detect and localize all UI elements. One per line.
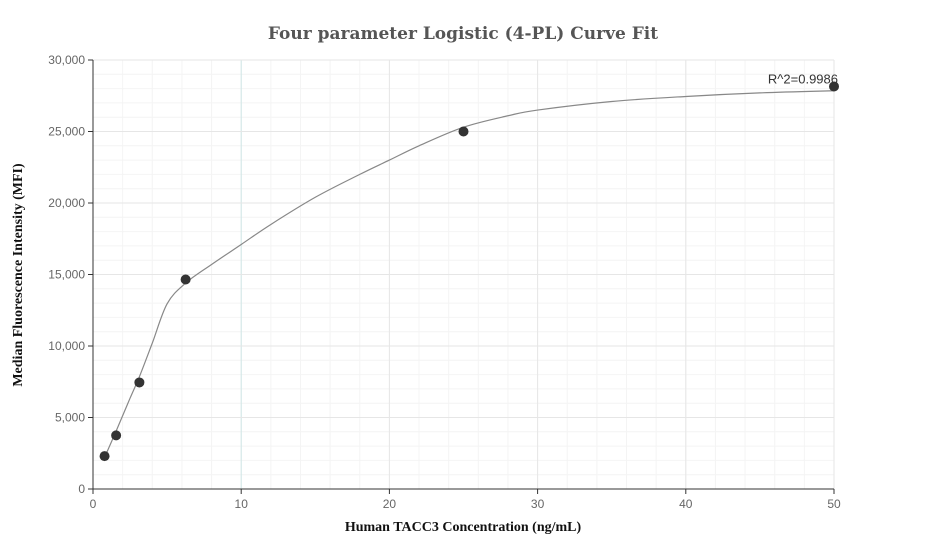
y-axis-label: Median Fluorescence Intensity (MFI) [11,163,26,387]
data-point [99,451,110,462]
major-gridlines [92,59,835,490]
y-tick-label: 30,000 [48,53,85,67]
chart-title: Four parameter Logistic (4-PL) Curve Fit [268,24,658,44]
y-tick-label: 20,000 [48,196,85,210]
y-tick-label: 5,000 [55,411,85,425]
tick-labels: 0 10 20 30 40 50 0 5,000 10,000 15,000 20,000 25,00… [48,53,841,511]
data-point [111,430,122,441]
data-point [134,377,145,388]
x-tick-label: 30 [531,497,545,511]
data-point [458,126,469,137]
y-tick-label: 25,000 [48,125,85,139]
x-axis-label: Human TACC3 Concentration (ng/mL) [345,520,582,535]
x-tick-label: 10 [235,497,249,511]
x-tick-label: 20 [383,497,397,511]
x-tick-label: 0 [90,497,97,511]
data-point [829,81,839,92]
data-points [99,81,839,462]
x-tick-label: 40 [679,497,693,511]
data-point [180,274,191,285]
fit-curve [104,90,835,458]
y-tick-label: 10,000 [48,339,85,353]
y-tick-label: 0 [78,482,85,496]
annotations: R^2=0.9986 [768,71,838,86]
y-tick-label: 15,000 [48,268,85,282]
r-squared-annotation: R^2=0.9986 [768,71,838,86]
x-tick-label: 50 [827,497,841,511]
